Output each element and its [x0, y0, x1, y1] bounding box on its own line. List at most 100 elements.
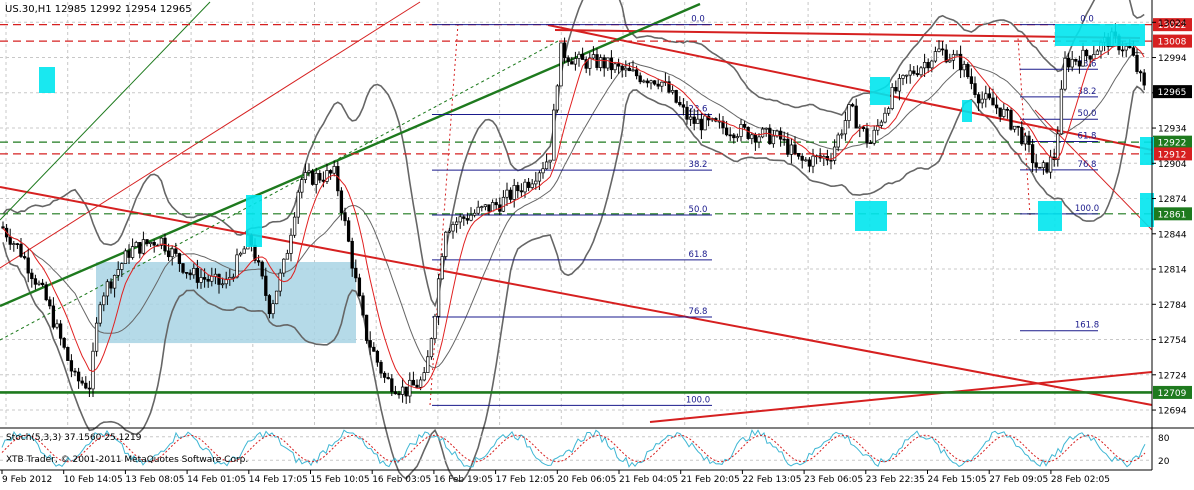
candle-body — [703, 115, 707, 131]
candle-body — [37, 282, 41, 285]
candle-body — [343, 212, 347, 222]
ma-line — [2, 42, 1145, 389]
candle-body — [15, 243, 20, 245]
candle-body — [688, 116, 693, 120]
candle-body — [901, 75, 905, 79]
candle-body — [854, 105, 858, 129]
candle-body — [40, 282, 45, 286]
candle-body — [753, 134, 758, 143]
candle-body — [1059, 88, 1064, 135]
candle-body — [346, 220, 351, 242]
candle-body — [922, 61, 927, 69]
highlight-box — [1038, 201, 1062, 231]
candle-body — [1088, 55, 1092, 60]
candle-body — [642, 80, 646, 83]
time-tick-label: 16 Feb 19:05 — [434, 475, 493, 485]
candle-body — [1023, 135, 1028, 145]
level-tag-13008 — [1153, 34, 1192, 48]
candle-body — [980, 98, 984, 104]
candle-body — [76, 371, 81, 382]
candle-body — [116, 269, 120, 276]
trend-up-low — [649, 371, 1153, 423]
fib1-label: 23.6 — [689, 104, 708, 114]
candle-body — [987, 93, 992, 99]
candle-body — [321, 179, 326, 182]
fib2-label: 76.8 — [1078, 160, 1097, 170]
candle-body — [166, 250, 171, 258]
candle-body — [991, 97, 995, 106]
candle-body — [1095, 50, 1100, 55]
candle-body — [937, 48, 941, 52]
candle-body — [62, 337, 66, 348]
candle-body — [789, 144, 794, 155]
candle-body — [12, 243, 16, 245]
candle-body — [55, 323, 59, 328]
candle-body — [451, 224, 455, 232]
candle-body — [886, 108, 891, 114]
candle-body — [501, 196, 506, 212]
candle-body — [1063, 57, 1067, 90]
stoch-label: Stoch(5,3,3) 37.1560 25.1219 — [6, 433, 142, 443]
time-tick-label: 23 Feb 22:35 — [866, 475, 925, 485]
candle-body — [202, 277, 207, 280]
candle-body — [624, 67, 628, 71]
candle-body — [634, 69, 639, 77]
candle-body — [728, 134, 732, 137]
candle-body — [51, 305, 56, 328]
candle-body — [526, 181, 531, 188]
candle-body — [552, 109, 556, 161]
candle-body — [375, 350, 380, 363]
candle-body — [487, 204, 491, 212]
candle-body — [1048, 156, 1053, 173]
candle-body — [188, 272, 192, 276]
candle-body — [721, 120, 725, 129]
candle-body — [667, 81, 671, 93]
candle-body — [296, 191, 300, 218]
candle-body — [678, 102, 682, 106]
candle-body — [368, 340, 372, 348]
candle-body — [422, 372, 426, 381]
candle-body — [746, 127, 750, 139]
candle-body — [494, 202, 498, 206]
candle-body — [649, 80, 653, 84]
time-tick-label: 14 Feb 17:05 — [249, 475, 308, 485]
candle-body — [944, 49, 948, 63]
candle-body — [22, 256, 27, 259]
level-label-12922: 12922 — [1158, 139, 1187, 149]
level-tag-13022 — [1153, 18, 1192, 32]
candle-body — [328, 170, 333, 174]
candle-body — [397, 393, 401, 396]
candle-body — [480, 206, 484, 208]
candle-body — [440, 256, 444, 280]
candle-body — [289, 234, 293, 254]
highlight-box — [962, 100, 972, 122]
candle-body — [544, 161, 549, 170]
candle-body — [861, 126, 866, 130]
candle-body — [570, 61, 574, 65]
candle-body — [883, 112, 887, 123]
candle-body — [379, 361, 383, 374]
candle-body — [868, 142, 873, 145]
candle-body — [285, 253, 290, 260]
current-price-label: 12965 — [1158, 88, 1187, 98]
candle-body — [271, 303, 275, 315]
symbol-info: US.30,H1 12985 12992 12954 12965 — [5, 4, 192, 15]
candle-body — [325, 170, 329, 182]
time-tick-label: 21 Feb 04:05 — [619, 475, 678, 485]
candle-body — [685, 106, 689, 120]
candle-body — [807, 159, 812, 167]
candle-body — [80, 380, 84, 384]
candle-body — [260, 261, 264, 277]
candle-body — [310, 170, 315, 185]
candle-body — [339, 190, 344, 213]
candle-body — [242, 248, 246, 254]
candle-body — [426, 356, 430, 373]
candle-body — [490, 202, 495, 212]
candle-body — [411, 379, 416, 386]
candle-body — [436, 278, 441, 317]
candle-body — [138, 242, 142, 254]
candle-body — [217, 273, 221, 285]
